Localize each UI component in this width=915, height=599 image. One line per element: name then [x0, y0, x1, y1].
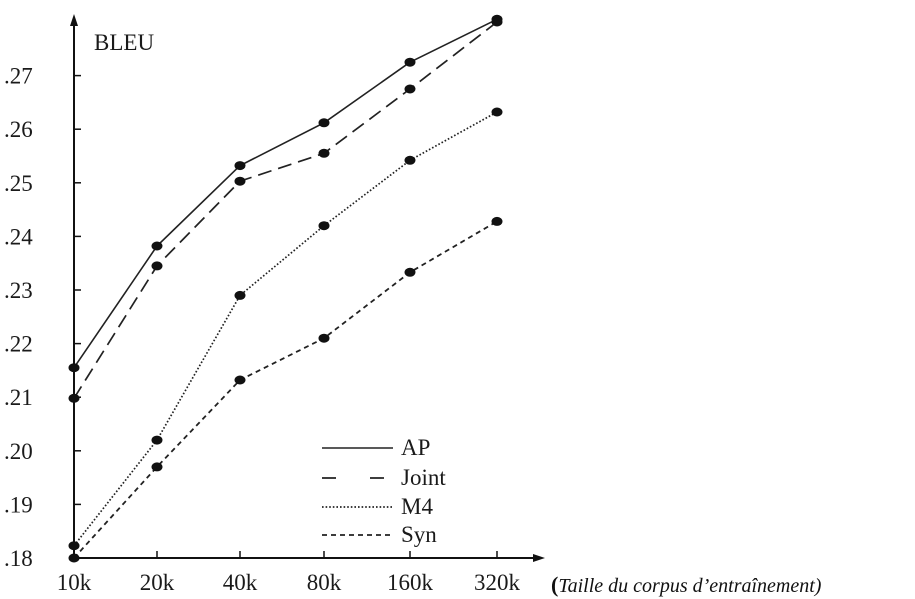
data-point-m4 — [151, 435, 163, 445]
data-point-m4 — [491, 107, 503, 117]
y-tick-label: .20 — [4, 439, 33, 464]
caption-open-paren: ( — [551, 572, 559, 597]
legend-label-syn: Syn — [401, 522, 437, 547]
data-point-m4 — [318, 221, 330, 231]
y-tick-label: .26 — [4, 117, 33, 142]
caption-text: Taille du corpus d’entraînement) — [558, 575, 822, 597]
points-layer — [68, 14, 503, 563]
data-point-joint — [404, 84, 416, 94]
x-axis-caption: (Taille du corpus d’entraînement) — [551, 572, 822, 598]
data-point-ap — [234, 161, 246, 171]
x-tick-label: 320k — [474, 570, 521, 595]
data-point-joint — [234, 176, 246, 186]
data-point-joint — [491, 17, 503, 27]
y-axis-label: BLEU — [94, 30, 154, 55]
y-tick-label: .22 — [4, 332, 33, 357]
data-point-syn — [404, 267, 416, 277]
x-tick-label: 40k — [223, 570, 258, 595]
data-point-syn — [318, 333, 330, 343]
y-axis-arrow — [70, 14, 78, 26]
data-point-syn — [234, 375, 246, 385]
x-axis-arrow — [533, 554, 545, 562]
y-tick-label: .27 — [4, 64, 33, 89]
x-tick-label: 10k — [57, 570, 92, 595]
series-line-ap — [73, 18, 498, 369]
data-point-m4 — [68, 541, 80, 551]
series-line-joint — [73, 21, 498, 399]
data-point-ap — [318, 118, 330, 128]
chart-legend: AP Joint M4 Syn — [322, 435, 446, 547]
data-point-m4 — [404, 155, 416, 165]
data-point-ap — [68, 363, 80, 373]
x-tick-label: 20k — [140, 570, 175, 595]
data-point-syn — [491, 216, 503, 226]
data-point-joint — [68, 393, 80, 403]
series-layer — [73, 18, 498, 559]
y-tick-label: .21 — [4, 385, 33, 410]
legend-label-ap: AP — [401, 435, 430, 460]
series-line-syn — [73, 220, 498, 559]
data-point-syn — [151, 462, 163, 472]
data-point-m4 — [234, 290, 246, 300]
data-point-joint — [318, 148, 330, 158]
legend-label-m4: M4 — [401, 494, 433, 519]
y-tick-label: .24 — [4, 224, 33, 249]
y-tick-label: .25 — [4, 171, 33, 196]
data-point-ap — [151, 241, 163, 251]
data-point-ap — [404, 57, 416, 67]
x-tick-label: 160k — [387, 570, 434, 595]
data-point-syn — [68, 553, 80, 563]
y-tick-label: .23 — [4, 278, 33, 303]
x-tick-label: 80k — [307, 570, 342, 595]
legend-label-joint: Joint — [401, 465, 446, 490]
y-tick-label: .18 — [4, 546, 33, 571]
y-tick-label: .19 — [4, 492, 33, 517]
series-line-m4 — [73, 111, 498, 547]
chart-axes: .18 .19 .20 .21 .22 .23 .24 .25 .26 .27 10k 20k 40k 8… — [4, 14, 545, 595]
data-point-joint — [151, 261, 163, 271]
